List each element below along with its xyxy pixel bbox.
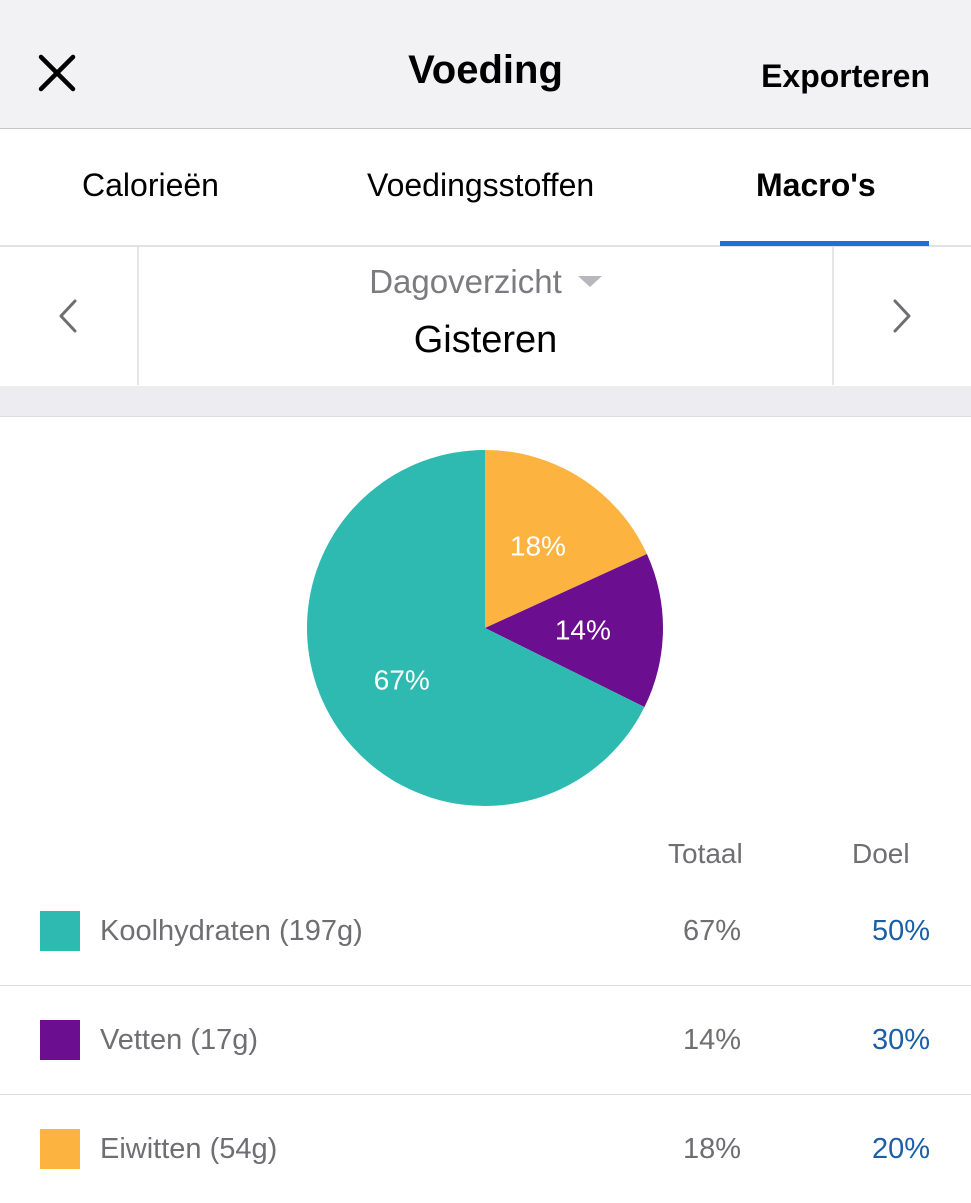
section-separator (0, 386, 971, 417)
row-total: 18% (682, 1133, 742, 1165)
close-icon (38, 54, 76, 92)
tab-bar: Calorieën Voedingsstoffen Macro's (0, 129, 971, 247)
macro-row-protein: Eiwitten (54g) 18% 20% (0, 1095, 971, 1203)
column-header-goal: Doel (852, 838, 910, 869)
nav-header: Voeding Exporteren (0, 0, 971, 129)
previous-day-button[interactable] (0, 247, 139, 385)
column-header-total: Totaal (668, 838, 743, 869)
next-day-button[interactable] (832, 247, 971, 385)
row-total: 14% (682, 1024, 742, 1056)
row-label: Vetten (17g) (100, 1024, 258, 1056)
macro-pie-chart: 18% 14% 67% (0, 417, 971, 827)
macro-row-carbs: Koolhydraten (197g) 67% 50% (0, 877, 971, 986)
pie-slice-fat (485, 554, 664, 708)
fat-color-swatch (40, 1020, 80, 1060)
selected-date: Gisteren (413, 319, 558, 361)
date-selector: Dagoverzicht Gisteren (0, 247, 971, 385)
pie-slice-protein (485, 450, 647, 628)
tab-macros[interactable]: Macro's (756, 167, 876, 203)
row-goal: 50% (871, 915, 930, 947)
chevron-left-icon (59, 299, 77, 333)
period-label: Dagoverzicht (369, 263, 562, 300)
export-button[interactable]: Exporteren (761, 58, 930, 94)
carbs-color-swatch (40, 911, 80, 951)
row-label: Eiwitten (54g) (100, 1133, 278, 1165)
tab-calories[interactable]: Calorieën (82, 167, 219, 203)
pie-svg: 18% 14% 67% (307, 450, 664, 806)
caret-down-icon (577, 275, 602, 287)
pie-label-protein: 18% (510, 531, 566, 562)
macro-row-fat: Vetten (17g) 14% 30% (0, 986, 971, 1095)
row-label: Koolhydraten (197g) (100, 915, 363, 947)
page-title: Voeding (408, 48, 563, 92)
pie-slice-carbs (307, 450, 645, 806)
pie-label-carbs: 67% (374, 665, 430, 696)
pie-label-fat: 14% (555, 615, 611, 646)
row-total: 67% (682, 915, 742, 947)
row-goal: 20% (871, 1133, 930, 1165)
period-dropdown[interactable]: Dagoverzicht Gisteren (139, 247, 832, 385)
active-tab-indicator (720, 241, 929, 246)
chevron-right-icon (893, 299, 911, 333)
row-goal: 30% (871, 1024, 930, 1056)
tab-nutrients[interactable]: Voedingsstoffen (367, 167, 595, 203)
protein-color-swatch (40, 1129, 80, 1169)
close-button[interactable] (38, 54, 76, 92)
